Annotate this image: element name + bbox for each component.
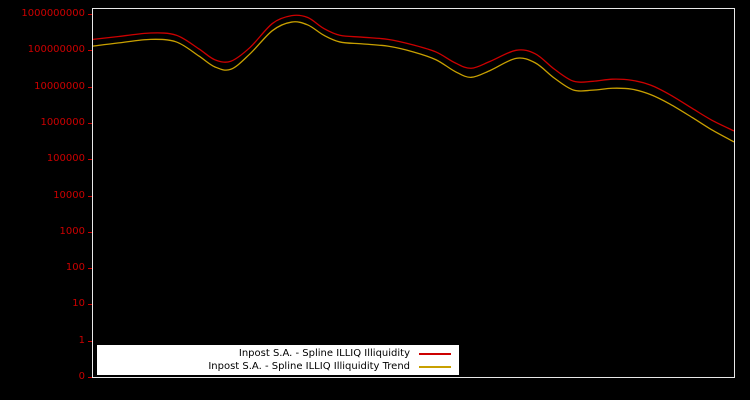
legend-line-sample: [419, 365, 451, 368]
series-line-1: [92, 21, 735, 143]
series-line-0: [92, 14, 735, 132]
legend-line-sample: [419, 352, 451, 355]
y-tick-label: 1: [78, 334, 85, 346]
y-tick-mark: [88, 86, 92, 88]
y-tick-mark: [88, 377, 92, 378]
y-tick-label: 1000000: [40, 116, 85, 128]
legend-item: Inpost S.A. - Spline ILLIQ Illiquidity T…: [103, 360, 451, 373]
legend-label: Inpost S.A. - Spline ILLIQ Illiquidity T…: [208, 361, 410, 372]
y-tick-label: 1000: [59, 225, 85, 237]
y-tick-label: 10000000: [34, 80, 85, 92]
y-tick-label: 10000: [53, 189, 85, 201]
y-tick-mark: [88, 268, 92, 270]
y-tick-mark: [88, 159, 92, 161]
y-tick-mark: [88, 304, 92, 306]
legend: Inpost S.A. - Spline ILLIQ Illiquidity In…: [97, 345, 459, 375]
y-tick-label: 100000000: [27, 44, 85, 56]
y-tick-label: 1000000000: [21, 8, 85, 19]
y-tick-label: 0: [78, 371, 85, 382]
y-tick-mark: [88, 50, 92, 52]
y-tick-mark: [88, 195, 92, 197]
y-tick-mark: [88, 340, 92, 342]
y-tick-label: 100: [65, 262, 85, 274]
y-tick-label: 10: [72, 298, 85, 310]
y-tick-mark: [88, 14, 92, 15]
y-tick-mark: [88, 231, 92, 233]
y-tick-label: 100000: [46, 153, 85, 165]
legend-item: Inpost S.A. - Spline ILLIQ Illiquidity: [103, 347, 451, 360]
y-tick-mark: [88, 122, 92, 124]
legend-label: Inpost S.A. - Spline ILLIQ Illiquidity: [238, 348, 410, 359]
